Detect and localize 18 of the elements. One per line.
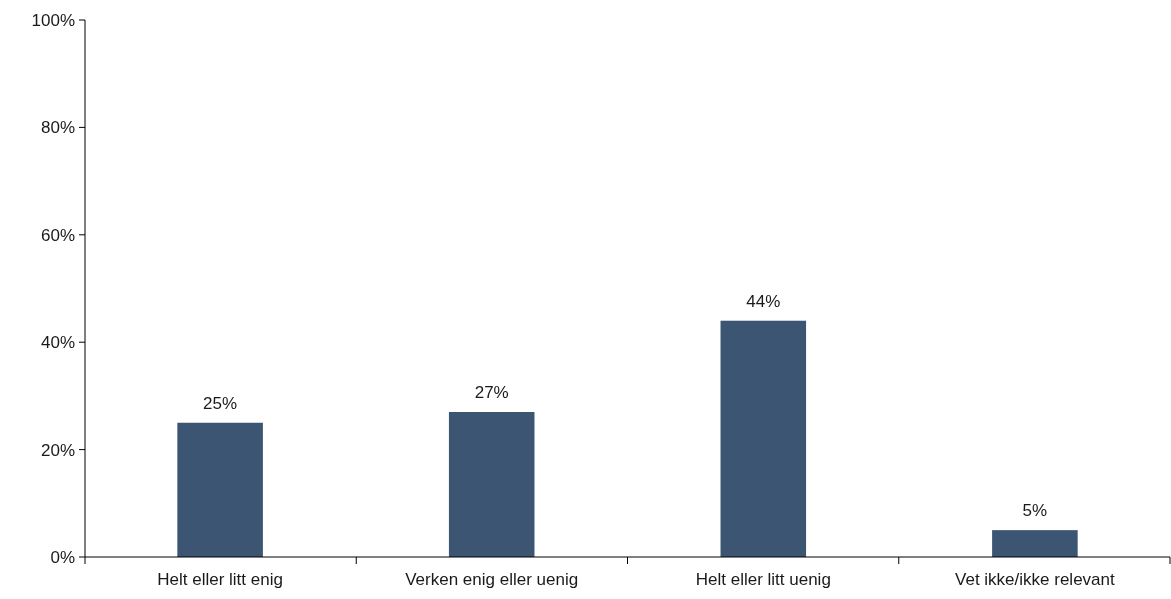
- data-label: 27%: [474, 383, 509, 403]
- data-label: 5%: [1022, 501, 1048, 521]
- y-tick-label: 60%: [40, 225, 75, 245]
- data-label: 25%: [203, 393, 238, 413]
- data-label: 44%: [746, 291, 781, 311]
- y-tick-label: 40%: [40, 333, 75, 353]
- bar: [992, 530, 1078, 557]
- y-tick-label: 100%: [31, 10, 75, 30]
- x-tick-label: Helt eller litt enig: [157, 570, 283, 589]
- x-tick-label: Helt eller litt uenig: [695, 570, 831, 589]
- bar: [448, 412, 535, 557]
- y-tick-label: 0%: [50, 547, 75, 567]
- x-tick-label: Vet ikke/ikke relevant: [955, 570, 1115, 589]
- y-tick-label: 80%: [40, 118, 75, 138]
- y-tick-label: 20%: [40, 440, 75, 460]
- x-tick-label: Verken enig eller uenig: [405, 570, 579, 589]
- bar: [177, 422, 263, 557]
- bar: [720, 320, 807, 557]
